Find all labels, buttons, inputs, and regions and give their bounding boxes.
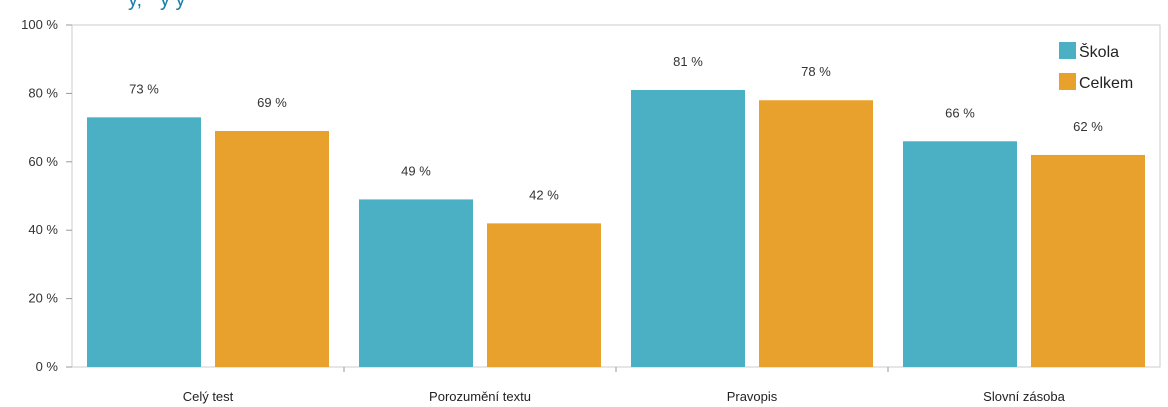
bar-skola xyxy=(359,199,473,367)
bar-celkem xyxy=(487,223,601,367)
bar-celkem xyxy=(215,131,329,367)
y-tick-label: 0 % xyxy=(36,359,59,374)
bar-value-label: 62 % xyxy=(1073,119,1103,134)
cut-off-heading: y, y y xyxy=(128,0,186,11)
cut-off-heading-fragment: y y xyxy=(160,0,186,11)
x-category-label: Porozumění textu xyxy=(429,389,531,404)
y-tick-label: 40 % xyxy=(28,222,58,237)
y-tick-label: 80 % xyxy=(28,85,58,100)
legend-swatch xyxy=(1059,73,1076,90)
bars xyxy=(87,89,1145,368)
bar-value-label: 69 % xyxy=(257,95,287,110)
legend: Škola Celkem xyxy=(1059,42,1133,92)
x-axis: Celý test Porozumění textu Pravopis Slovní … xyxy=(183,367,1066,404)
y-tick-label: 20 % xyxy=(28,291,58,306)
bar-value-label: 81 % xyxy=(673,54,703,69)
cut-off-heading-fragment: y, xyxy=(128,0,142,11)
legend-label: Škola xyxy=(1079,42,1119,61)
bar-value-label: 73 % xyxy=(129,81,159,96)
bar-value-label: 42 % xyxy=(529,187,559,202)
x-category-label: Pravopis xyxy=(727,389,778,404)
bar-celkem xyxy=(759,100,873,368)
bar-value-label: 49 % xyxy=(401,163,431,178)
data-labels: 73 % 69 % 49 % 42 % 81 % 78 % 66 % 62 % xyxy=(129,54,1103,202)
bar-value-label: 78 % xyxy=(801,64,831,79)
legend-swatch xyxy=(1059,42,1076,59)
y-tick-label: 100 % xyxy=(21,17,58,32)
legend-label: Celkem xyxy=(1079,75,1133,92)
bar-skola xyxy=(903,141,1017,367)
bar-celkem xyxy=(1031,154,1145,367)
x-category-label: Celý test xyxy=(183,389,234,404)
bar-skola xyxy=(631,89,745,367)
y-tick-label: 60 % xyxy=(28,154,58,169)
y-axis: 0 % 20 % 40 % 60 % 80 % 100 % xyxy=(21,17,72,374)
bar-value-label: 66 % xyxy=(945,105,975,120)
bar-skola xyxy=(87,117,201,367)
x-category-label: Slovní zásoba xyxy=(983,389,1065,404)
